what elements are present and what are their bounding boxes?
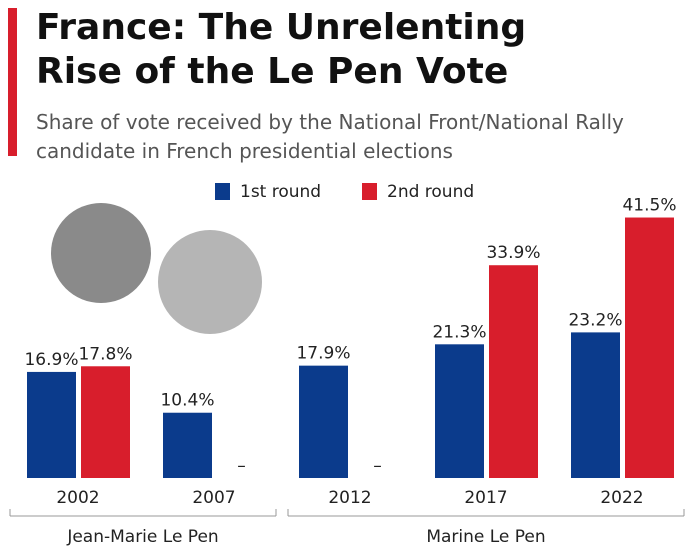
bar bbox=[571, 332, 620, 478]
accent-stripe bbox=[8, 8, 17, 156]
data-label: 23.2% bbox=[568, 310, 622, 330]
legend-swatch bbox=[362, 183, 377, 200]
data-label: 17.8% bbox=[78, 344, 132, 364]
x-tick-label: 2017 bbox=[464, 488, 507, 508]
group-label: Jean-Marie Le Pen bbox=[66, 527, 218, 547]
bar bbox=[625, 217, 674, 478]
data-label: 10.4% bbox=[160, 391, 214, 411]
bar bbox=[489, 265, 538, 478]
portrait-jean-marie bbox=[51, 203, 151, 303]
portrait-marine bbox=[158, 230, 262, 334]
data-label: 16.9% bbox=[24, 350, 78, 370]
data-label: 17.9% bbox=[296, 344, 350, 364]
x-tick-label: 2012 bbox=[328, 488, 371, 508]
data-label: 21.3% bbox=[432, 322, 486, 342]
legend-label: 2nd round bbox=[387, 182, 474, 202]
data-label: – bbox=[373, 456, 382, 476]
data-label: 41.5% bbox=[622, 196, 676, 216]
legend-swatch bbox=[215, 183, 230, 200]
group-label: Marine Le Pen bbox=[426, 527, 545, 547]
x-tick-label: 2007 bbox=[192, 488, 235, 508]
data-label: 33.9% bbox=[486, 243, 540, 263]
bar bbox=[299, 365, 348, 478]
chart-title: France: The Unrelenting Rise of the Le P… bbox=[36, 7, 527, 92]
chart-subtitle: Share of vote received by the National F… bbox=[36, 110, 624, 163]
data-label: – bbox=[237, 456, 246, 476]
x-tick-label: 2002 bbox=[56, 488, 99, 508]
bar bbox=[27, 371, 76, 478]
bar bbox=[435, 344, 484, 478]
bar bbox=[163, 412, 212, 478]
legend-label: 1st round bbox=[240, 182, 321, 202]
x-tick-label: 2022 bbox=[600, 488, 643, 508]
bar bbox=[81, 366, 130, 478]
